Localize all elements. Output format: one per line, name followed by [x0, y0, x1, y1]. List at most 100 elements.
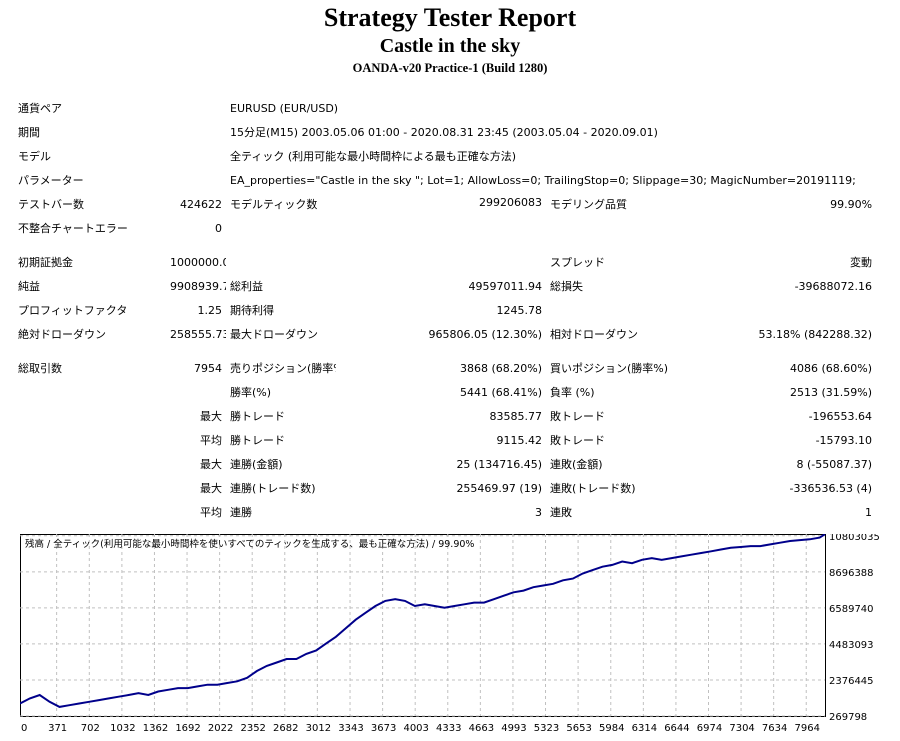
x-tick-label: 6974	[697, 723, 722, 734]
quality-value: 99.90%	[830, 197, 873, 211]
y-tick-label: 269798	[829, 712, 867, 723]
avg-win-value: 9115.42	[496, 433, 543, 447]
cons-wins-trades-label: 連勝(トレード数)	[230, 482, 316, 495]
largest-loss-value: -196553.64	[808, 409, 873, 423]
avg-loss-value: -15793.10	[815, 433, 873, 447]
row-total: 総取引数 7954 売りポジション(勝率%) 3868 (68.20%) 買いポ…	[14, 356, 876, 380]
quality-label: モデリング品質	[550, 198, 627, 211]
x-tick-label: 7304	[729, 723, 754, 734]
report-table: 通貨ペア EURUSD (EUR/USD) 期間 15分足(M15) 2003.…	[14, 96, 876, 524]
x-tick-label: 4663	[469, 723, 494, 734]
win-label: 勝率(%)	[230, 386, 272, 399]
long-value: 4086 (68.60%)	[790, 361, 873, 375]
x-axis-ticks: 0 371 702 1032 1362 1692 2022 2352 2682 3012 3343 3…	[21, 723, 820, 734]
x-tick-label: 2352	[240, 723, 265, 734]
gross-loss-label: 総損失	[550, 280, 583, 293]
max-dd-label: 最大ドローダウン	[230, 328, 318, 341]
row-deposit: 初期証拠金 1000000.00 スプレッド 変動	[14, 250, 876, 274]
net-value: 9908939.78	[170, 279, 226, 293]
bars-label: テストバー数	[18, 198, 84, 211]
row-drawdown: 絶対ドローダウン 258555.73 最大ドローダウン 965806.05 (1…	[14, 322, 876, 346]
bars-value: 424622	[180, 197, 222, 211]
max-dd-value: 965806.05 (12.30%)	[428, 327, 542, 341]
row-winrate: 勝率(%) 5441 (68.41%) 負率 (%) 2513 (31.59%)	[14, 380, 876, 404]
net-label: 純益	[18, 280, 40, 293]
row-bars: テストバー数 424622 モデルティック数 299206083 モデリング品質…	[14, 192, 876, 216]
x-tick-label: 1362	[143, 723, 168, 734]
x-tick-label: 0	[21, 723, 27, 734]
y-tick-label: 8696388	[829, 568, 874, 579]
gross-loss-value: -39688072.16	[794, 279, 873, 293]
avg-cons-wins-label: 連勝	[230, 506, 252, 519]
avg-cons-losses-label: 連敗	[550, 506, 572, 519]
x-tick-label: 6644	[664, 723, 689, 734]
x-tick-label: 5323	[534, 723, 559, 734]
pf-value: 1.25	[197, 303, 223, 317]
model-value: 全ティック (利用可能な最小時間枠による最も正確な方法)	[230, 150, 517, 163]
abs-dd-value: 258555.73	[170, 327, 226, 341]
ticks-cell: モデルティック数 299206083	[226, 192, 546, 216]
cons-losses-trades-label: 連敗(トレード数)	[550, 482, 636, 495]
period-value: 15分足(M15) 2003.05.06 01:00 - 2020.08.31 …	[230, 126, 658, 139]
x-tick-label: 6314	[632, 723, 657, 734]
largest-prefix: 最大	[200, 410, 222, 423]
gross-profit-value: 49597011.94	[468, 279, 542, 293]
row-cons-money: 最大 連勝(金額) 25 (134716.45) 連敗(金額) 8 (-5508…	[14, 452, 876, 476]
rel-dd-label: 相対ドローダウン	[550, 328, 638, 341]
balance-line	[20, 534, 826, 708]
x-tick-label: 4993	[501, 723, 526, 734]
deposit-label: 初期証拠金	[18, 256, 73, 269]
row-period: 期間 15分足(M15) 2003.05.06 01:00 - 2020.08.…	[14, 120, 876, 144]
x-tick-label: 371	[48, 723, 67, 734]
pf-label: プロフィットファクタ	[18, 304, 128, 317]
row-avg-cons: 平均 連勝 3 連敗 1	[14, 500, 876, 524]
row-params: パラメーター EA_properties="Castle in the sky …	[14, 168, 876, 192]
cons-losses-money-value: 8 (-55087.37)	[796, 457, 873, 471]
row-symbol: 通貨ペア EURUSD (EUR/USD)	[14, 96, 876, 120]
spread-value: 変動	[850, 256, 873, 269]
cons-losses-trades-value: -336536.53 (4)	[789, 481, 873, 495]
row-largest: 最大 勝トレード 83585.77 敗トレード -196553.64	[14, 404, 876, 428]
server-info: OANDA-v20 Practice-1 (Build 1280)	[352, 61, 548, 75]
x-tick-label: 5984	[599, 723, 624, 734]
row-pf: プロフィットファクタ 1.25 期待利得 1245.78	[14, 298, 876, 322]
balance-chart: 残高 / 全ティック(利用可能な最小時間枠を使いすべてのティックを生成する、最も…	[20, 534, 880, 734]
x-tick-label: 2022	[208, 723, 233, 734]
params-value: EA_properties="Castle in the sky "; Lot=…	[230, 173, 856, 187]
short-value: 3868 (68.20%)	[459, 361, 542, 375]
x-tick-label: 7634	[762, 723, 787, 734]
plot-area	[20, 534, 826, 717]
total-value: 7954	[194, 361, 222, 375]
cons-wins-trades-value: 255469.97 (19)	[456, 481, 542, 495]
cons-wins-money-label: 連勝(金額)	[230, 458, 283, 471]
cons-losses-money-label: 連敗(金額)	[550, 458, 603, 471]
avg-loss-label: 敗トレード	[550, 434, 605, 447]
x-tick-label: 4003	[403, 723, 428, 734]
cons-trades-prefix: 最大	[200, 482, 222, 495]
x-tick-label: 7964	[795, 723, 820, 734]
y-tick-label: 10803035	[829, 534, 880, 543]
expected-label: 期待利得	[230, 304, 274, 317]
abs-dd-label: 絶対ドローダウン	[18, 328, 106, 341]
avg-cons-wins-value: 3	[535, 505, 542, 519]
y-tick-label: 2376445	[829, 676, 874, 687]
row-mismatch: 不整合チャートエラー 0	[14, 216, 876, 240]
y-tick-label: 4483093	[829, 640, 874, 651]
loss-value: 2513 (31.59%)	[790, 385, 873, 399]
row-average: 平均 勝トレード 9115.42 敗トレード -15793.10	[14, 428, 876, 452]
symbol-label: 通貨ペア	[18, 102, 62, 115]
y-axis-ticks: 269798 2376445 4483093 6589740 8696388 108030…	[829, 534, 880, 723]
x-tick-label: 4333	[436, 723, 461, 734]
gross-profit-label: 総利益	[230, 280, 263, 293]
x-tick-label: 702	[81, 723, 100, 734]
model-label: モデル	[18, 150, 51, 163]
x-tick-label: 3673	[371, 723, 396, 734]
ticks-value: 299206083	[479, 196, 542, 209]
x-tick-label: 3012	[306, 723, 331, 734]
total-label: 総取引数	[18, 362, 62, 375]
long-label: 買いポジション(勝率%)	[550, 362, 669, 375]
x-tick-label: 5653	[566, 723, 591, 734]
rel-dd-value: 53.18% (842288.32)	[758, 327, 873, 341]
loss-label: 負率 (%)	[550, 386, 595, 399]
expected-value: 1245.78	[496, 303, 543, 317]
